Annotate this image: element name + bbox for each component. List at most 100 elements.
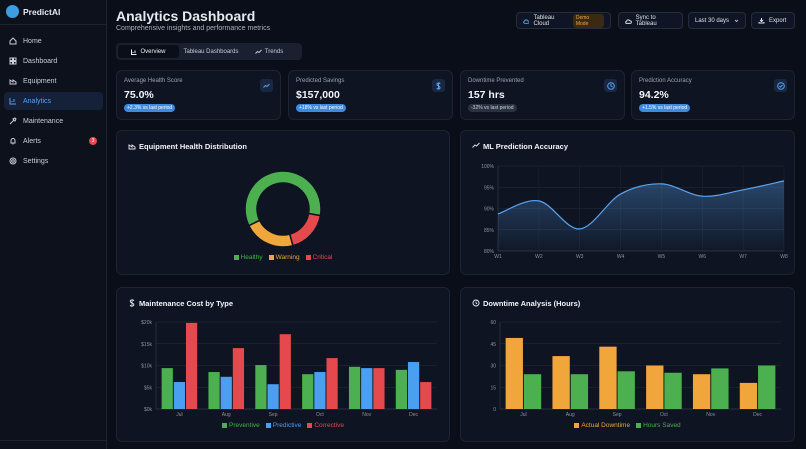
tab[interactable]: Overview xyxy=(118,45,179,58)
sync-label: Sync to Tableau xyxy=(635,14,657,27)
legend-label: Predictive xyxy=(272,422,302,429)
sync-button[interactable]: Sync to Tableau xyxy=(618,12,683,29)
bar xyxy=(361,368,373,409)
nav-item[interactable]: Home xyxy=(4,32,103,50)
nav-item[interactable]: Settings xyxy=(4,152,103,170)
bar xyxy=(599,346,617,409)
x-tick-label: Aug xyxy=(222,412,231,418)
legend: Healthy Warning Critical xyxy=(117,254,449,261)
y-tick-label: 100% xyxy=(481,164,494,170)
chart-title: ML Prediction Accuracy xyxy=(483,142,569,151)
kpi-change: +2.3% vs last period xyxy=(124,104,176,112)
nav-item[interactable]: Dashboard xyxy=(4,52,103,70)
kpi-icon xyxy=(774,79,787,92)
nav-item[interactable]: Alerts 3 xyxy=(4,132,103,150)
bar xyxy=(570,374,589,409)
kpi-icon xyxy=(432,79,445,92)
x-tick-label: Oct xyxy=(316,412,324,418)
legend-item: Preventive xyxy=(222,422,260,429)
legend: Preventive Predictive Corrective xyxy=(117,422,449,429)
x-tick-label: Jul xyxy=(520,412,526,418)
x-tick-label: Sep xyxy=(613,412,622,418)
tab[interactable]: Tableau Dashboards xyxy=(180,45,242,58)
alert-badge: 3 xyxy=(89,137,97,145)
legend-item: Hours Saved xyxy=(636,422,681,429)
legend-swatch xyxy=(222,422,228,428)
kpi-change: +18% vs last period xyxy=(296,104,346,112)
legend-item: Healthy xyxy=(233,254,263,261)
kpi-value: 75.0% xyxy=(124,89,154,101)
bar xyxy=(302,374,314,409)
bar xyxy=(739,382,758,409)
kpi-card: Prediction Accuracy 94.2% +1.5% vs last pe… xyxy=(631,70,795,120)
bar xyxy=(220,376,232,409)
nav-item[interactable]: Maintenance xyxy=(4,112,103,130)
bar xyxy=(758,365,776,409)
legend-swatch xyxy=(265,422,271,428)
legend-item: Warning xyxy=(268,254,300,261)
x-tick-label: Nov xyxy=(706,412,715,418)
chart: Downtime Analysis (Hours) 0 15 30 45 60 Jul Aug… xyxy=(472,299,781,418)
brand-logo xyxy=(6,5,19,18)
nav-item[interactable]: Equipment xyxy=(4,72,103,90)
y-tick-label: $15k xyxy=(141,342,152,348)
tableau-status[interactable]: Tableau Cloud Demo Mode xyxy=(516,12,611,29)
tableau-label: Tableau Cloud xyxy=(533,14,555,27)
legend-swatch xyxy=(636,422,642,428)
bar xyxy=(552,356,570,409)
kpi-label: Average Health Score xyxy=(124,78,183,84)
nav-label: Home xyxy=(23,37,42,45)
pie-slice xyxy=(288,212,322,247)
chart-title: Maintenance Cost by Type xyxy=(139,299,233,308)
legend-label: Healthy xyxy=(240,254,263,261)
kpi-label: Predicted Savings xyxy=(296,78,345,84)
range-select[interactable]: Last 30 days xyxy=(688,12,746,29)
legend-swatch xyxy=(268,254,274,260)
bar xyxy=(395,369,408,409)
kpi-change: -32% vs last period xyxy=(468,104,517,112)
tab[interactable]: Trends xyxy=(244,45,294,58)
x-tick-label: W5 xyxy=(658,254,666,260)
bar xyxy=(505,337,523,409)
bar xyxy=(255,365,267,409)
nav-label: Dashboard xyxy=(23,57,58,65)
export-button[interactable]: Export xyxy=(751,12,795,29)
legend-label: Hours Saved xyxy=(643,422,681,429)
legend-label: Preventive xyxy=(229,422,260,429)
legend-label: Critical xyxy=(312,254,333,261)
nav-label: Equipment xyxy=(23,77,57,85)
nav-item[interactable]: Analytics xyxy=(4,92,103,110)
legend-item: Critical xyxy=(305,254,333,261)
kpi-value: 157 hrs xyxy=(468,89,505,101)
demo-badge: Demo Mode xyxy=(572,13,604,28)
y-tick-label: $10k xyxy=(141,364,152,370)
sidebar: PredictAI Home Dashboard Equipment Analy… xyxy=(0,0,107,449)
y-tick-label: $5k xyxy=(144,385,153,391)
export-label: Export xyxy=(769,17,787,24)
x-tick-label: Dec xyxy=(409,412,418,418)
nav-label: Maintenance xyxy=(23,117,64,125)
legend-swatch xyxy=(233,254,239,260)
x-tick-label: W3 xyxy=(576,254,584,260)
x-tick-label: W7 xyxy=(739,254,747,260)
chart-icon xyxy=(472,299,480,307)
chart-card: Downtime Analysis (Hours) 0 15 30 45 60 Jul Aug… xyxy=(460,287,795,442)
kpi-icon xyxy=(604,79,617,92)
bar xyxy=(173,382,186,409)
kpi-icon xyxy=(260,79,273,92)
x-tick-label: W4 xyxy=(617,254,625,260)
bar xyxy=(161,368,173,409)
pie-slice xyxy=(247,219,294,248)
x-tick-label: W6 xyxy=(699,254,707,260)
kpi-card: Downtime Prevented 157 hrs -32% vs last pe… xyxy=(460,70,625,120)
brand: PredictAI xyxy=(23,7,61,17)
kpi-change: +1.5% vs last period xyxy=(639,104,691,112)
bar xyxy=(185,322,198,409)
y-tick-label: 15 xyxy=(490,385,496,391)
chart-title: Equipment Health Distribution xyxy=(139,142,247,151)
bar xyxy=(711,368,729,409)
tab-label: Trends xyxy=(264,48,284,55)
chart-icon xyxy=(128,144,136,150)
x-tick-label: Dec xyxy=(753,412,762,418)
bar xyxy=(326,358,338,409)
